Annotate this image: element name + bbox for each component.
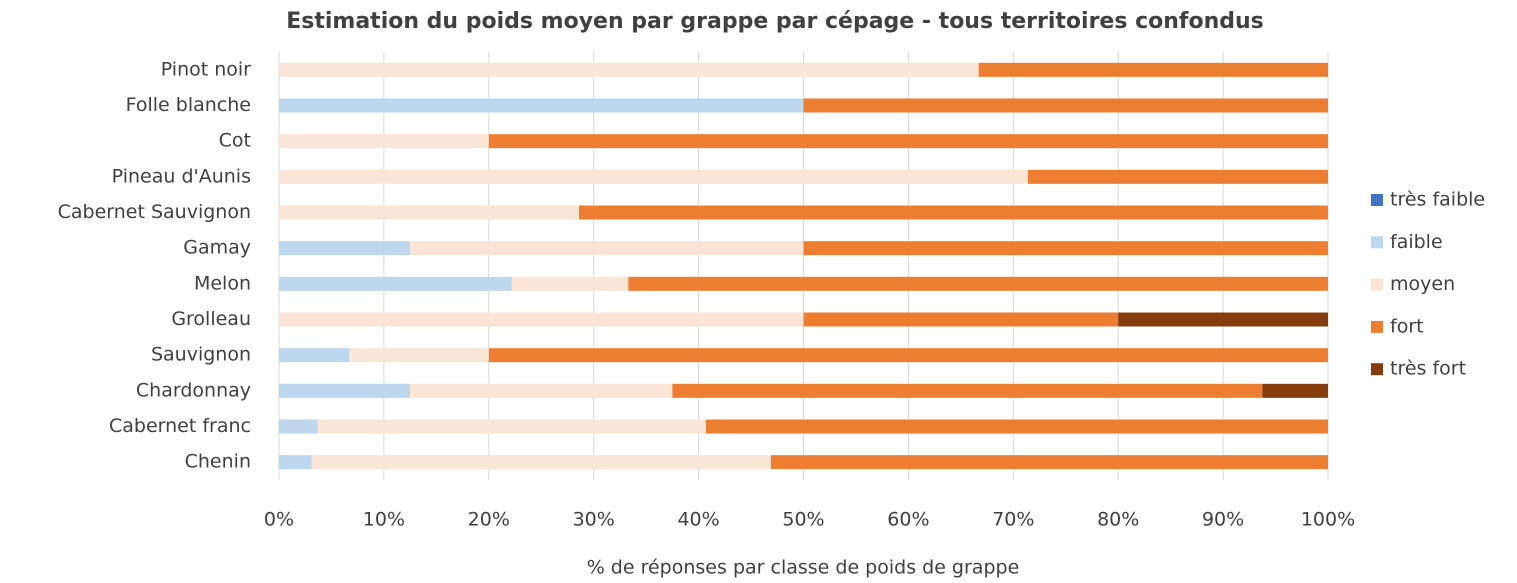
bar-segment (279, 169, 1028, 184)
y-tick-label: Cot (219, 130, 251, 152)
bar-segment (279, 134, 489, 149)
legend-label: faible (1390, 231, 1443, 253)
bar-segment (1118, 312, 1328, 327)
x-tick-label: 0% (264, 509, 294, 531)
x-tick-label: 90% (1202, 509, 1244, 531)
legend-swatch (1371, 194, 1383, 206)
y-tick-label: Chardonnay (136, 379, 251, 401)
x-tick-label: 80% (1097, 509, 1139, 531)
bar-segment (803, 241, 1328, 256)
bar-segment (803, 312, 1119, 327)
bar-segment (488, 348, 1328, 363)
bar-segment (1027, 169, 1328, 184)
bar-segment (279, 348, 350, 363)
bar-segment (279, 419, 318, 434)
y-tick-label: Cabernet Sauvignon (58, 201, 251, 223)
bar-segment (279, 312, 804, 327)
bar-segment (279, 241, 411, 256)
bar-segment (488, 134, 1328, 149)
x-tick-label: 100% (1301, 509, 1355, 531)
legend-swatch (1371, 278, 1383, 291)
legend-label: très fort (1390, 358, 1466, 380)
bar-segment (311, 455, 771, 470)
bar-segment (705, 419, 1328, 434)
legend-label: moyen (1390, 273, 1455, 295)
y-tick-label: Gamay (183, 237, 251, 259)
bar-segment (511, 276, 629, 291)
bar-segment (349, 348, 489, 363)
x-tick-label: 10% (363, 509, 405, 531)
bar-segment (410, 241, 804, 256)
bar-segment (1262, 383, 1328, 398)
x-tick-label: 30% (573, 509, 615, 531)
x-tick-label: 60% (887, 509, 929, 531)
bar-segment (279, 383, 411, 398)
y-tick-label: Cabernet franc (109, 415, 251, 437)
bar-segment (279, 62, 979, 77)
y-tick-label: Folle blanche (126, 94, 251, 116)
legend-swatch (1371, 320, 1383, 333)
bar-segment (279, 98, 804, 113)
x-tick-label: 70% (992, 509, 1034, 531)
bar-segment (579, 205, 1328, 220)
bar-segment (279, 276, 512, 291)
bar-segment (628, 276, 1328, 291)
bar-segment (279, 455, 312, 470)
bar-segment (672, 383, 1263, 398)
x-axis-label: % de réponses par classe de poids de gra… (587, 557, 1020, 579)
bar-segment (770, 455, 1328, 470)
y-tick-label: Sauvignon (151, 344, 251, 366)
bar-segment (978, 62, 1328, 77)
y-tick-label: Pineau d'Aunis (112, 165, 251, 187)
x-tick-label: 50% (782, 509, 824, 531)
legend-label: fort (1390, 315, 1424, 337)
legend-label: très faible (1390, 189, 1485, 211)
bar-segment (410, 383, 673, 398)
y-tick-label: Chenin (185, 451, 251, 473)
x-tick-label: 40% (677, 509, 719, 531)
chart-title: Estimation du poids moyen par grappe par… (286, 9, 1264, 34)
bar-segment (317, 419, 706, 434)
legend-swatch (1371, 236, 1383, 249)
y-tick-label: Pinot noir (161, 58, 251, 80)
x-tick-label: 20% (468, 509, 510, 531)
bar-segment (803, 98, 1328, 113)
legend-swatch (1371, 363, 1383, 376)
bar-segment (279, 205, 580, 220)
y-tick-label: Grolleau (171, 308, 251, 330)
y-tick-label: Melon (194, 272, 251, 294)
